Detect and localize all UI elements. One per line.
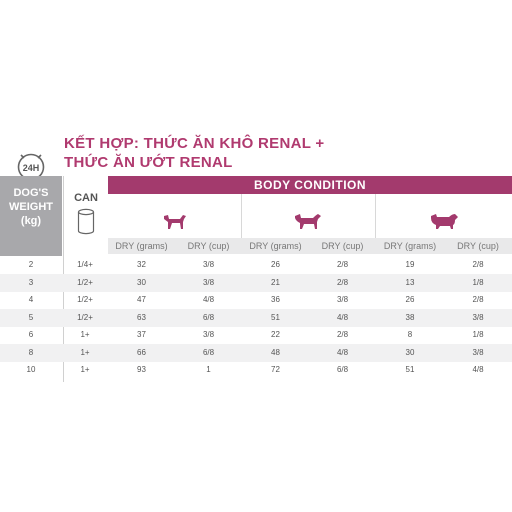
can-cell: 1/2+ [77,312,93,322]
ideal-dog-icon [295,214,321,229]
table-row: 2 1/4+ 32 3/8 26 2/8 19 2/8 [0,256,512,274]
overweight-dry-cup: 2/8 [472,260,484,269]
body-condition-header: BODY CONDITION [108,176,512,194]
table-row: 10 1+ 93 1 72 6/8 51 4/8 [0,361,512,379]
table-row: 5 1/2+ 63 6/8 51 4/8 38 3/8 [0,308,512,327]
weight-cell: 2 [28,260,34,269]
weight-cell: 5 [28,312,34,322]
weight-cell: 6 [28,330,34,339]
overweight-dry-grams: 13 [405,277,415,287]
overweight-dry-cup: 1/8 [472,277,484,287]
thin-dry-grams: 37 [137,330,146,339]
ideal-dry-cup: 4/8 [336,312,349,322]
can-cell: 1+ [80,330,90,339]
overweight-dry-grams: 51 [405,365,415,374]
table-row: 8 1+ 66 6/8 48 4/8 30 3/8 [0,343,512,362]
subheader-dry-cup: DRY (cup) [321,241,364,251]
subheader-dry-grams: DRY (grams) [249,241,302,251]
ideal-dry-grams: 36 [271,295,280,304]
overweight-dry-cup: 3/8 [472,347,484,357]
ideal-dry-cup: 2/8 [336,330,349,339]
thin-dry-cup: 6/8 [202,312,215,322]
ideal-dry-cup: 4/8 [336,347,349,357]
ideal-dry-cup: 2/8 [336,260,349,269]
overweight-dry-grams: 30 [405,347,415,357]
overweight-dry-cup: 2/8 [472,295,484,304]
weight-cell: 8 [28,347,34,357]
can-icon [77,208,95,235]
overweight-dry-cup: 3/8 [472,312,484,322]
ideal-dry-grams: 21 [271,277,280,287]
thin-dry-grams: 47 [137,295,146,304]
subheader-dry-cup: DRY (cup) [187,241,230,251]
thin-dry-cup: 3/8 [202,277,215,287]
weight-header-line-3: (kg) [20,215,42,227]
title-line-2: THỨC ĂN ƯỚT RENAL [64,154,233,171]
thin-dry-cup: 4/8 [202,295,215,304]
table-row: 3 1/2+ 30 3/8 21 2/8 13 1/8 [0,273,512,292]
thin-dry-grams: 93 [137,365,146,374]
dog-weight-header: DOG'S WEIGHT (kg) [0,176,62,256]
page-title: KẾT HỢP: THỨC ĂN KHÔ RENAL + THỨC ĂN ƯỚT… [64,134,324,172]
thin-dry-cup: 6/8 [202,347,215,357]
overweight-dog-icon [431,214,458,229]
clock-label: 24H [23,163,40,173]
subheader-dry-cup: DRY (cup) [457,241,499,251]
clock-icon: 24H [17,153,45,181]
weight-cell: 10 [26,365,36,374]
thin-dry-grams: 63 [137,312,146,322]
table-row: 6 1+ 37 3/8 22 2/8 8 1/8 [0,326,512,344]
weight-header-line-1: DOG'S [13,187,49,199]
can-cell: 1/2+ [77,295,93,304]
ideal-dry-cup: 6/8 [336,365,349,374]
ideal-dry-grams: 22 [271,330,280,339]
ideal-dry-cup: 2/8 [336,277,349,287]
body-condition-ideal [242,194,376,238]
can-cell: 1/4+ [77,260,93,269]
body-condition-thin [108,194,242,238]
weight-cell: 3 [28,277,34,287]
can-cell: 1/2+ [77,277,93,287]
thin-dry-cup: 1 [206,365,211,374]
can-cell: 1+ [80,347,90,357]
thin-dry-grams: 32 [137,260,146,269]
weight-cell: 4 [28,295,34,304]
thin-dry-grams: 30 [137,277,146,287]
thin-dog-icon [164,215,186,229]
overweight-dry-cup: 1/8 [472,330,484,339]
dry-subheader-row: DRY (grams) DRY (cup) DRY (grams) DRY (c… [108,238,512,254]
ideal-dry-grams: 26 [271,260,280,269]
overweight-dry-grams: 19 [405,260,415,269]
overweight-dry-grams: 8 [407,330,413,339]
overweight-dry-cup: 4/8 [472,365,484,374]
thin-dry-grams: 66 [137,347,146,357]
title-line-1: KẾT HỢP: THỨC ĂN KHÔ RENAL + [64,135,325,152]
ideal-dry-grams: 51 [271,312,280,322]
ideal-dry-cup: 3/8 [336,295,349,304]
ideal-dry-grams: 72 [271,365,280,374]
thin-dry-cup: 3/8 [202,260,215,269]
overweight-dry-grams: 26 [405,295,415,304]
table-row: 4 1/2+ 47 4/8 36 3/8 26 2/8 [0,291,512,309]
subheader-dry-grams: DRY (grams) [115,241,168,251]
overweight-dry-grams: 38 [405,312,415,322]
ideal-dry-grams: 48 [271,347,280,357]
weight-header-line-2: WEIGHT [9,201,53,213]
body-condition-overweight [376,194,512,238]
can-cell: 1+ [80,365,90,374]
thin-dry-cup: 3/8 [202,330,215,339]
subheader-dry-grams: DRY (grams) [383,241,437,251]
can-header: CAN [74,192,98,204]
